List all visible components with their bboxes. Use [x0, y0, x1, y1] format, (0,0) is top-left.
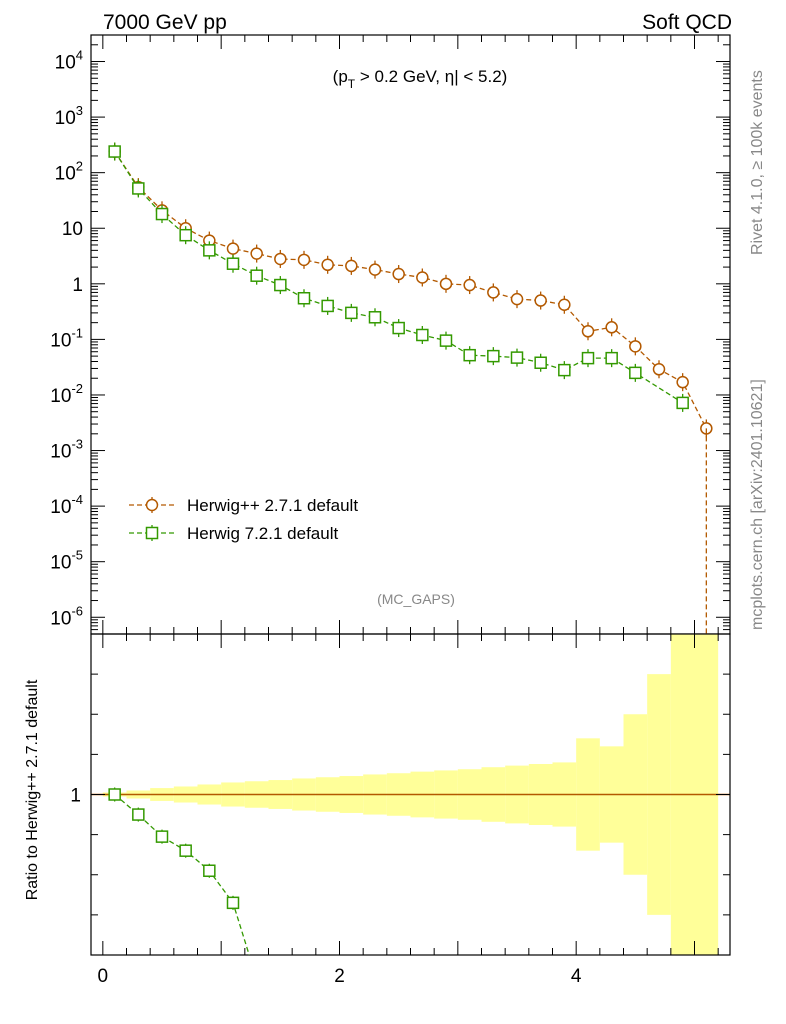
y-tick-label: 10 [62, 219, 83, 240]
data-point [368, 263, 382, 276]
header-right-title: Soft QCD [642, 11, 732, 34]
data-point [345, 259, 358, 273]
data-point [605, 321, 618, 334]
data-point [368, 311, 382, 324]
rivet-label: Rivet 4.1.0, ≥ 100k events [749, 70, 766, 255]
data-point [487, 349, 500, 363]
data-point [226, 242, 240, 255]
ratio-data-point [108, 788, 121, 801]
data-point [345, 306, 358, 320]
x-tick-label: 2 [334, 966, 345, 987]
mcplots-label: mcplots.cern.ch [arXiv:2401.10621] [749, 379, 766, 630]
ratio-data-point [132, 808, 145, 821]
data-point [250, 247, 263, 260]
ratio-data-point [155, 830, 169, 843]
data-point [534, 294, 547, 307]
data-point [439, 334, 453, 347]
data-point [179, 228, 192, 242]
y-tick-label: 10-1 [50, 325, 83, 351]
data-point [510, 351, 524, 364]
series-line [114, 151, 707, 429]
data-point [629, 340, 642, 353]
data-point [558, 298, 571, 312]
main-panel: 10-6 10-5 10-4 10-3 10-2 10-1 1 10 102 103 104 [50, 34, 731, 635]
main-frame [90, 34, 731, 635]
data-point [558, 363, 571, 377]
x-tick-label: 4 [571, 966, 582, 987]
data-point [108, 145, 121, 158]
data-point [439, 277, 453, 291]
analysis-tag: (MC_GAPS) [377, 591, 455, 607]
data-point [676, 375, 689, 389]
data-point [463, 348, 476, 362]
y-tick-label: 1 [72, 275, 83, 296]
ratio-data-point [203, 864, 216, 877]
data-point [581, 325, 595, 338]
data-point [203, 244, 216, 257]
ratio-ylabel: Ratio to Herwig++ 2.7.1 default [24, 679, 41, 900]
y-tick-label: 10-2 [50, 381, 83, 407]
y-tick-label: 10-5 [50, 548, 83, 574]
data-point [416, 271, 429, 284]
data-point [676, 396, 689, 410]
data-point [132, 182, 145, 195]
x-tick-label: 0 [98, 966, 109, 987]
ratio-data-point [179, 844, 192, 857]
y-tick-label: 102 [55, 159, 83, 185]
ratio-y-tick-label: 1 [70, 786, 81, 807]
legend-label: Herwig 7.2.1 default [187, 524, 338, 543]
data-point [629, 366, 642, 380]
ratio-panel: 0 2 4 1 [70, 633, 731, 987]
data-point [226, 257, 240, 270]
data-point [321, 258, 334, 272]
data-point [297, 291, 311, 305]
y-tick-label: 10-6 [50, 603, 83, 629]
data-point [297, 253, 311, 267]
ratio-data-point [226, 896, 240, 910]
y-tick-label: 10-3 [50, 437, 83, 463]
cut-annotation: (pT > 0.2 GeV, η| < 5.2) [333, 67, 508, 91]
y-tick-label: 103 [55, 103, 83, 129]
header-left-title: 7000 GeV pp [103, 11, 227, 34]
legend-marker [145, 498, 159, 512]
data-point [250, 269, 263, 282]
legend-marker [145, 526, 159, 540]
legend: Herwig++ 2.7.1 default Herwig 7.2.1 defau… [129, 496, 358, 543]
legend-label: Herwig++ 2.7.1 default [187, 496, 358, 515]
data-point [534, 356, 547, 369]
y-tick-label: 10-4 [50, 492, 83, 518]
data-point [510, 292, 524, 306]
data-point [274, 252, 287, 266]
data-point [463, 278, 476, 292]
data-point [605, 351, 618, 365]
data-point [392, 267, 405, 281]
data-point [652, 363, 666, 376]
data-point [487, 286, 500, 299]
data-point [416, 328, 429, 342]
y-tick-label: 104 [55, 48, 83, 74]
data-point [392, 321, 405, 335]
data-point [321, 299, 334, 313]
data-point [581, 351, 595, 365]
data-point [155, 207, 169, 221]
data-point [274, 278, 287, 292]
